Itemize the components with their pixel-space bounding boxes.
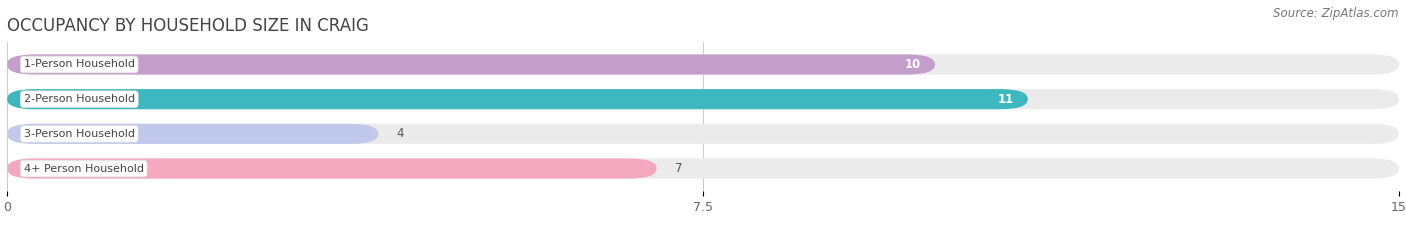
Text: OCCUPANCY BY HOUSEHOLD SIZE IN CRAIG: OCCUPANCY BY HOUSEHOLD SIZE IN CRAIG	[7, 17, 368, 35]
FancyBboxPatch shape	[7, 158, 1399, 178]
FancyBboxPatch shape	[7, 124, 378, 144]
FancyBboxPatch shape	[7, 158, 657, 178]
FancyBboxPatch shape	[7, 89, 1028, 109]
Text: 10: 10	[905, 58, 921, 71]
FancyBboxPatch shape	[7, 89, 1399, 109]
Text: Source: ZipAtlas.com: Source: ZipAtlas.com	[1274, 7, 1399, 20]
FancyBboxPatch shape	[7, 55, 1399, 75]
Text: 1-Person Household: 1-Person Household	[24, 59, 135, 69]
Text: 4: 4	[396, 127, 405, 140]
Text: 7: 7	[675, 162, 683, 175]
FancyBboxPatch shape	[7, 124, 1399, 144]
FancyBboxPatch shape	[7, 55, 935, 75]
Text: 11: 11	[998, 93, 1014, 106]
Text: 3-Person Household: 3-Person Household	[24, 129, 135, 139]
Text: 4+ Person Household: 4+ Person Household	[24, 164, 143, 174]
Text: 2-Person Household: 2-Person Household	[24, 94, 135, 104]
